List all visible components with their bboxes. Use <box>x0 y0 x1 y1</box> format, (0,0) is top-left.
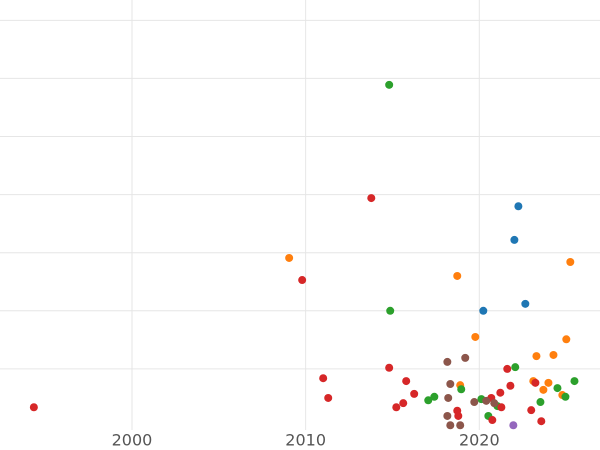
point <box>514 202 523 211</box>
x-tick-label: 2020 <box>459 431 500 450</box>
point <box>539 385 548 394</box>
point <box>443 411 452 420</box>
point <box>482 396 491 405</box>
point <box>503 364 512 373</box>
point <box>497 403 506 412</box>
point <box>570 377 579 386</box>
point <box>537 417 546 426</box>
point <box>527 406 536 415</box>
point <box>385 363 394 372</box>
point <box>531 378 540 387</box>
x-tick-label: 2000 <box>112 431 153 450</box>
point <box>544 378 553 387</box>
point <box>562 335 571 344</box>
point <box>521 299 530 308</box>
point <box>488 416 497 425</box>
point <box>298 276 307 285</box>
point <box>454 411 463 420</box>
x-tick-label: 2010 <box>285 431 326 450</box>
point <box>553 384 562 393</box>
point <box>285 253 294 262</box>
point <box>470 398 479 407</box>
point <box>511 363 520 372</box>
point <box>456 421 465 430</box>
point <box>457 385 466 394</box>
point <box>532 352 541 361</box>
point <box>536 398 545 407</box>
point <box>479 306 488 315</box>
point <box>446 421 455 430</box>
point <box>561 392 570 401</box>
point <box>490 399 499 408</box>
point <box>399 399 408 408</box>
point <box>453 271 462 280</box>
point <box>509 421 518 430</box>
point <box>510 235 519 244</box>
point <box>402 377 411 386</box>
point <box>506 381 515 390</box>
point <box>410 389 419 398</box>
point <box>430 392 439 401</box>
point <box>446 380 455 389</box>
point <box>386 306 395 315</box>
point <box>471 332 480 341</box>
point <box>461 353 470 362</box>
point <box>319 374 328 383</box>
point <box>29 403 38 412</box>
point <box>324 393 333 402</box>
point <box>549 350 558 359</box>
point <box>392 403 401 412</box>
point <box>444 393 453 402</box>
point <box>566 258 575 267</box>
point <box>385 80 394 89</box>
point <box>496 388 505 397</box>
point <box>424 396 433 405</box>
point <box>367 194 376 203</box>
point <box>443 357 452 366</box>
